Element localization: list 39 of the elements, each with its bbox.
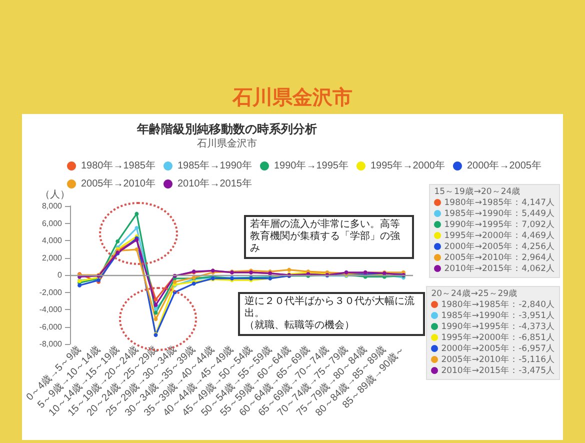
- text: 2000年→2005年：4,256人: [444, 242, 555, 252]
- y-axis-title: （人）: [40, 190, 70, 200]
- y-tick-label: -4,000: [39, 305, 63, 314]
- text: 2005年→2010年：-5,116人: [441, 355, 555, 365]
- text: 2010年→2015年：-3,475人: [441, 366, 555, 376]
- text: 石川県金沢市: [232, 85, 352, 109]
- text: 2010年→2015年：4,062人: [444, 264, 555, 274]
- text: 2000年→2005年：-6,957人: [441, 344, 555, 354]
- y-tick-label: 6,000: [42, 218, 63, 228]
- text: 1980年→1985年：-2,840人: [441, 300, 555, 310]
- annotation: （就職、転職等の機会）: [244, 320, 356, 332]
- text: 20～24歳→25～29歳: [431, 289, 519, 300]
- legend-label: 2005年→2010年: [81, 178, 156, 190]
- chart-title: 年齢階級別純移動数の時系列分析: [136, 122, 317, 136]
- text: 1980年→1985年：4,147人: [444, 198, 555, 208]
- text: 1995年→2000年：-6,851人: [441, 333, 555, 343]
- legend-label: 2010年→2015年: [177, 178, 252, 190]
- legend-label: 2000年→2005年: [466, 160, 542, 172]
- annotation: 逆に２０代半ばから３０代が大幅に流出。: [244, 296, 416, 320]
- legend-label: 1995年→2000年: [370, 160, 445, 172]
- text: 15～19歳→20～24歳: [434, 187, 522, 198]
- y-tick-label: 4,000: [42, 236, 63, 245]
- legend-label: 1990年→1995年: [274, 160, 348, 172]
- y-tick-label: 2,000: [42, 253, 63, 262]
- y-tick-label: -6,000: [39, 322, 63, 332]
- legend-label: 1980年→1985年: [81, 160, 156, 172]
- chart-subtitle: 石川県金沢市: [197, 138, 257, 150]
- y-tick-label: -2,000: [39, 288, 63, 297]
- text: 2005年→2010年：2,964人: [444, 253, 555, 263]
- text: 1985年→1990年：5,449人: [444, 209, 555, 219]
- y-tick-label: -8,000: [39, 340, 63, 348]
- y-tick-label: 0: [58, 270, 63, 280]
- y-tick-label: 8,000: [42, 202, 63, 210]
- text: 1995年→2000年：4,469人: [444, 231, 555, 241]
- text: 1985年→1990年：-3,951人: [441, 311, 555, 321]
- annotation: 若年層の流入が非常に多い。高等教育機関が集積する「学部」の強み: [250, 219, 401, 256]
- text: 1990年→1995年：-4,373人: [441, 322, 555, 332]
- text: 1990年→1995年：7,092人: [444, 220, 555, 230]
- legend-label: 1985年→1990年: [177, 160, 252, 172]
